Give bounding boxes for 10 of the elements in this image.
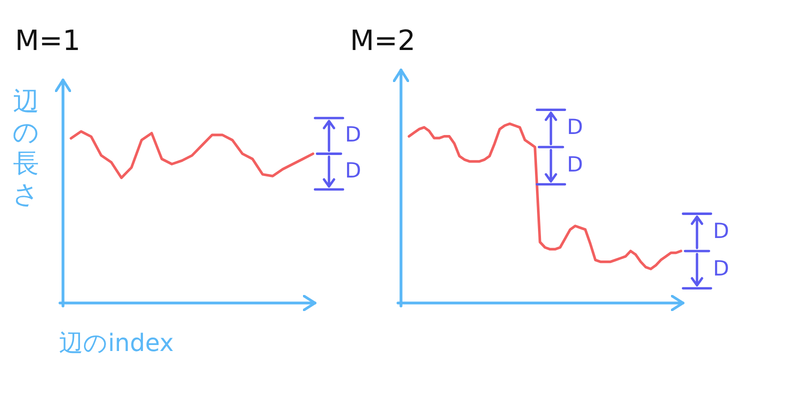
annotation: D: [566, 152, 584, 176]
text: D: [713, 219, 730, 244]
text: D: [345, 122, 362, 147]
x-axis-title: 辺のindex: [59, 329, 174, 357]
chart-title: M=1: [15, 24, 80, 57]
annotation: D: [566, 115, 584, 140]
chart-title: M=2: [350, 24, 416, 57]
text: D: [713, 256, 730, 280]
y-axis-title: 辺の長さ: [12, 87, 40, 210]
text: D: [345, 158, 362, 182]
